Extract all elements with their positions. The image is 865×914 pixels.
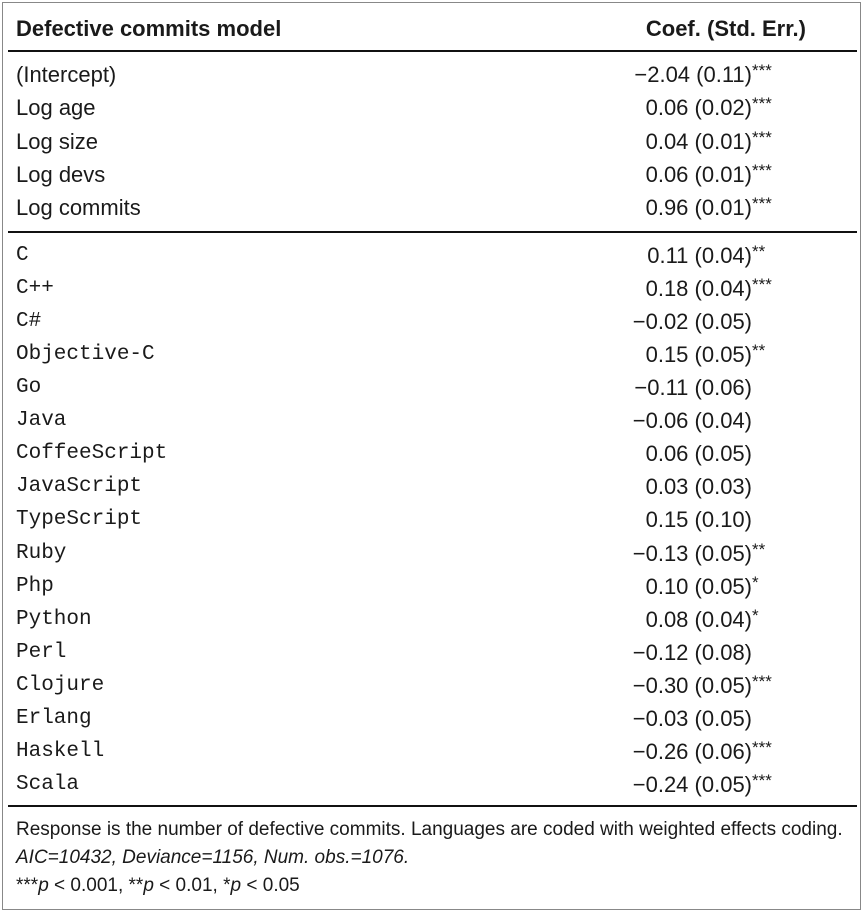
header-rule [8, 50, 857, 52]
footnote-stats: AIC=10432, Deviance=1156, Num. obs.=1076… [16, 847, 410, 868]
row-label: Haskell [16, 739, 105, 763]
row-stars: *** [752, 737, 772, 757]
row-label: Log commits [16, 195, 141, 220]
row-label: C++ [16, 277, 54, 301]
row-label: JavaScript [16, 475, 143, 499]
row-coef: −0.06 (0.04) [632, 408, 752, 434]
sig-stars: ** [128, 875, 144, 896]
row-stars: *** [752, 671, 772, 691]
row-label: TypeScript [16, 508, 143, 532]
row-label: CoffeeScript [16, 442, 168, 466]
row-coef: −0.30 (0.05) [632, 672, 752, 698]
row-label: Java [16, 409, 67, 433]
row-coef: −0.03 (0.05) [632, 705, 752, 731]
footnote-text: Response is the number of defective comm… [16, 819, 843, 840]
row-stars: *** [752, 94, 772, 114]
row-stars: *** [752, 127, 772, 147]
row-coef: −0.11 (0.06) [634, 375, 752, 401]
row-coef: 0.04 (0.01) [645, 128, 752, 154]
sig-threshold: < 0.01, [153, 875, 224, 896]
sig-threshold: < 0.05 [241, 875, 300, 896]
row-coef: −2.04 (0.11) [634, 62, 752, 87]
group-rule [8, 805, 857, 807]
row-stars: *** [752, 194, 772, 213]
row-label: C [16, 244, 29, 267]
row-coef: −0.13 (0.05) [632, 540, 752, 566]
sig-p: p [38, 875, 49, 896]
row-stars: * [752, 572, 759, 592]
row-coef: 0.06 (0.02) [645, 95, 752, 121]
sig-stars: *** [16, 875, 39, 896]
row-label: C# [16, 310, 42, 334]
row-label: Log age [16, 95, 96, 121]
row-coef: 0.03 (0.03) [645, 474, 752, 500]
row-label: Erlang [16, 706, 92, 730]
row-label: Php [16, 574, 54, 598]
header-value: Coef. (Std. Err.) [645, 16, 806, 41]
row-label: Go [16, 376, 42, 400]
row-stars: ** [752, 539, 766, 559]
row-label: (Intercept) [16, 62, 117, 87]
row-label: Ruby [16, 541, 67, 565]
row-coef: 0.08 (0.04) [645, 606, 752, 632]
header-label: Defective commits model [16, 16, 282, 41]
row-label: Python [16, 607, 92, 631]
row-stars: ** [752, 242, 766, 261]
row-label: Objective-C [16, 343, 155, 367]
row-stars: *** [752, 275, 772, 295]
row-stars: *** [752, 770, 772, 790]
row-label: Log devs [16, 161, 106, 187]
row-coef: 0.11 (0.04) [647, 243, 752, 268]
sig-p: p [230, 875, 242, 896]
row-stars: *** [752, 160, 772, 180]
row-coef: −0.26 (0.06) [632, 738, 752, 764]
row-label: Scala [16, 772, 80, 796]
sig-threshold: < 0.001, [48, 875, 129, 896]
sig-stars: * [223, 875, 231, 896]
row-label: Clojure [16, 673, 105, 697]
group-rule [8, 231, 857, 233]
row-coef: 0.18 (0.04) [645, 276, 752, 302]
row-label: Perl [16, 640, 67, 664]
row-stars: *** [752, 61, 772, 80]
footnote: Response is the number of defective comm… [16, 816, 856, 900]
row-coef: 0.06 (0.05) [645, 441, 752, 467]
row-coef: −0.02 (0.05) [632, 309, 752, 335]
sig-p: p [143, 875, 154, 896]
row-coef: −0.12 (0.08) [632, 639, 752, 665]
row-coef: 0.15 (0.10) [645, 507, 752, 533]
row-stars: * [752, 605, 759, 625]
row-coef: 0.15 (0.05) [645, 342, 752, 368]
row-stars: ** [752, 341, 766, 361]
significance: ***p < 0.001, **p < 0.01, *p < 0.05 [16, 875, 300, 896]
row-label: Log size [16, 128, 98, 154]
row-coef: −0.24 (0.05) [632, 771, 752, 797]
row-coef: 0.96 (0.01) [645, 195, 752, 220]
row-coef: 0.10 (0.05) [645, 573, 752, 599]
row-coef: 0.06 (0.01) [645, 161, 752, 187]
